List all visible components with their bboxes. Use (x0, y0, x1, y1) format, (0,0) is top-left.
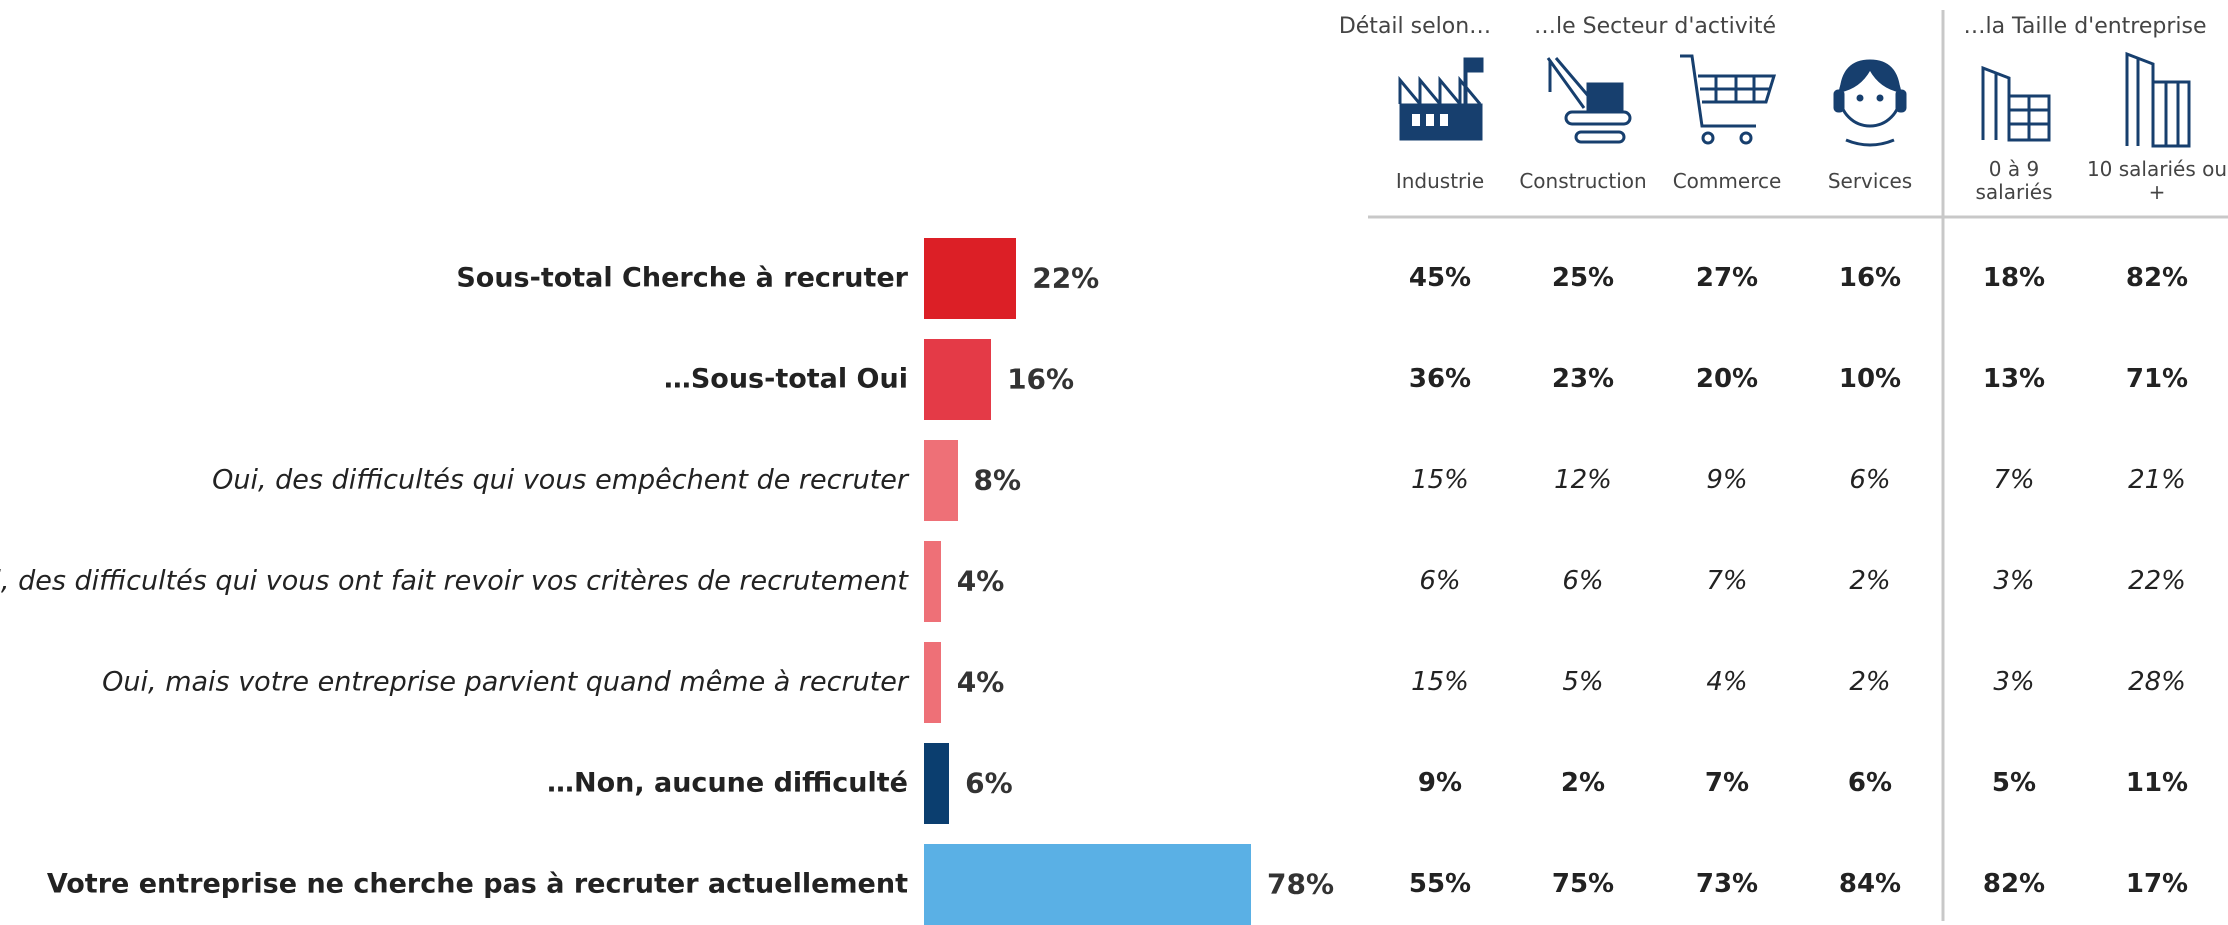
crane-icon (1548, 58, 1630, 142)
cart-icon (1680, 56, 1774, 143)
icons (1400, 54, 2189, 146)
services-icon (1834, 60, 1906, 145)
small-building-icon (1983, 68, 2049, 140)
factory-icon (1400, 58, 1483, 140)
large-building-icon (2127, 54, 2189, 146)
